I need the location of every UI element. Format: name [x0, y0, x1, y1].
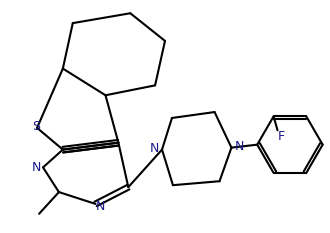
Text: F: F — [278, 130, 285, 143]
Text: N: N — [149, 142, 159, 155]
Text: N: N — [235, 140, 244, 153]
Text: N: N — [96, 200, 105, 213]
Text: N: N — [31, 161, 41, 174]
Text: S: S — [32, 120, 40, 133]
